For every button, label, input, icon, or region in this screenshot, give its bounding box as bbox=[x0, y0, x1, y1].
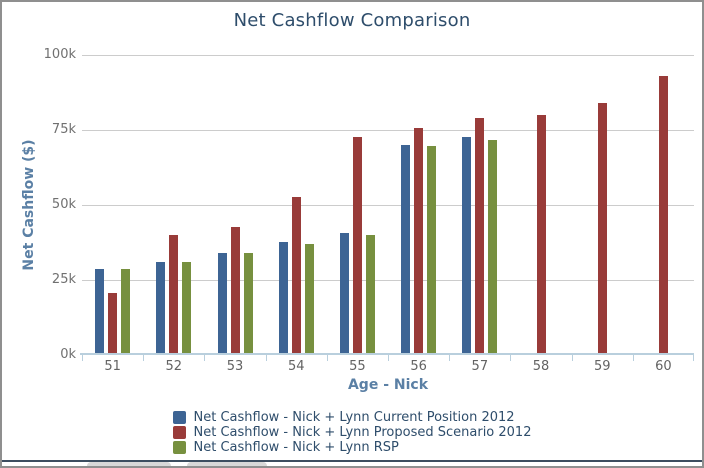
background-tab-shape bbox=[187, 462, 267, 466]
x-axis-tick bbox=[204, 355, 206, 361]
y-tick-label-25k: 25k bbox=[51, 272, 76, 287]
bar-age-57-series-1[interactable] bbox=[462, 137, 472, 355]
bar-age-55-series-3[interactable] bbox=[365, 235, 375, 355]
bar-age-54-series-2[interactable] bbox=[291, 197, 301, 355]
bar-age-52-series-2[interactable] bbox=[169, 235, 179, 355]
y-tick-label-0k: 0k bbox=[60, 347, 76, 362]
bar-group-age-56 bbox=[388, 55, 449, 355]
gridline-50k bbox=[82, 205, 694, 206]
bar-age-54-series-3[interactable] bbox=[304, 244, 314, 355]
x-axis-line bbox=[80, 353, 694, 355]
y-axis-labels: 100k 75k 50k 25k 0k bbox=[2, 47, 76, 362]
bar-age-58-series-2[interactable] bbox=[536, 115, 546, 355]
x-tick-label-59: 59 bbox=[593, 359, 611, 374]
legend: Net Cashflow - Nick + Lynn Current Posit… bbox=[2, 411, 702, 454]
bar-group-age-58 bbox=[510, 55, 571, 355]
legend-item-3[interactable]: Net Cashflow - Nick + Lynn RSP bbox=[172, 440, 532, 455]
bar-age-54-series-1[interactable] bbox=[278, 242, 288, 355]
x-axis-tick bbox=[632, 355, 634, 361]
bar-age-53-series-2[interactable] bbox=[230, 227, 240, 355]
bar-age-52-series-3[interactable] bbox=[182, 262, 192, 355]
x-axis-tick bbox=[143, 355, 145, 361]
bar-age-55-series-2[interactable] bbox=[352, 137, 362, 355]
bar-group-age-55 bbox=[327, 55, 388, 355]
x-axis-ticks bbox=[82, 355, 694, 361]
x-axis-tick bbox=[571, 355, 573, 361]
plot-area bbox=[82, 55, 694, 355]
bar-group-age-54 bbox=[266, 55, 327, 355]
x-tick-label-57: 57 bbox=[471, 359, 489, 374]
legend-item-label: Net Cashflow - Nick + Lynn RSP bbox=[193, 440, 399, 455]
x-axis-tick bbox=[510, 355, 512, 361]
bar-age-51-series-1[interactable] bbox=[95, 269, 105, 355]
bar-group-age-59 bbox=[572, 55, 633, 355]
x-axis-title: Age - Nick bbox=[347, 377, 429, 393]
bar-age-57-series-2[interactable] bbox=[475, 118, 485, 355]
gridline-100k bbox=[82, 55, 694, 56]
x-tick-label-58: 58 bbox=[532, 359, 550, 374]
legend-item-label: Net Cashflow - Nick + Lynn Proposed Scen… bbox=[193, 425, 532, 440]
x-axis-labels: 51 52 53 54 55 56 57 58 59 60 bbox=[82, 359, 694, 374]
x-axis-tick bbox=[388, 355, 389, 361]
bar-group-age-52 bbox=[143, 55, 204, 355]
x-tick-label-51: 51 bbox=[104, 359, 121, 374]
x-axis-tick bbox=[265, 355, 267, 361]
y-tick-label-75k: 75k bbox=[51, 122, 76, 137]
y-tick-label-100k: 100k bbox=[43, 47, 76, 62]
bar-age-51-series-2[interactable] bbox=[108, 293, 118, 355]
legend-color-swatch bbox=[172, 411, 186, 424]
x-tick-label-60: 60 bbox=[655, 359, 672, 374]
bar-age-56-series-1[interactable] bbox=[401, 145, 411, 355]
x-axis-tick bbox=[326, 355, 328, 361]
y-tick-label-50k: 50k bbox=[51, 197, 76, 212]
bar-age-59-series-2[interactable] bbox=[597, 103, 607, 355]
x-tick-label-56: 56 bbox=[410, 359, 427, 374]
bar-age-53-series-1[interactable] bbox=[217, 253, 227, 355]
background-tab-shape bbox=[87, 462, 171, 466]
legend-color-swatch bbox=[172, 426, 186, 439]
bar-age-57-series-3[interactable] bbox=[488, 140, 498, 355]
bar-group-age-51 bbox=[82, 55, 143, 355]
bar-groups bbox=[82, 55, 694, 355]
panel-bottom-border bbox=[2, 460, 702, 462]
legend-items: Net Cashflow - Nick + Lynn Current Posit… bbox=[172, 410, 532, 455]
bar-age-52-series-1[interactable] bbox=[156, 262, 166, 355]
gridline-75k bbox=[82, 130, 694, 131]
legend-item-2[interactable]: Net Cashflow - Nick + Lynn Proposed Scen… bbox=[172, 425, 532, 440]
x-tick-label-54: 54 bbox=[287, 359, 305, 374]
x-axis-tick bbox=[449, 355, 451, 361]
x-tick-label-53: 53 bbox=[226, 359, 244, 374]
bar-age-60-series-2[interactable] bbox=[658, 76, 668, 355]
chart-title: Net Cashflow Comparison bbox=[233, 10, 471, 31]
bar-group-age-60 bbox=[633, 55, 694, 355]
legend-color-swatch bbox=[172, 441, 186, 454]
x-axis-tick bbox=[82, 355, 83, 361]
bar-age-51-series-3[interactable] bbox=[121, 269, 131, 355]
x-tick-label-55: 55 bbox=[349, 359, 366, 374]
bar-age-55-series-1[interactable] bbox=[339, 233, 349, 355]
bar-age-56-series-2[interactable] bbox=[414, 128, 424, 355]
x-axis-tick bbox=[693, 355, 694, 361]
legend-item-1[interactable]: Net Cashflow - Nick + Lynn Current Posit… bbox=[172, 410, 532, 425]
bar-age-56-series-3[interactable] bbox=[427, 146, 437, 355]
bar-group-age-53 bbox=[204, 55, 265, 355]
bar-group-age-57 bbox=[449, 55, 510, 355]
legend-item-label: Net Cashflow - Nick + Lynn Current Posit… bbox=[193, 410, 515, 425]
x-tick-label-52: 52 bbox=[165, 359, 183, 374]
bar-age-53-series-3[interactable] bbox=[243, 253, 253, 355]
gridline-25k bbox=[82, 280, 694, 281]
